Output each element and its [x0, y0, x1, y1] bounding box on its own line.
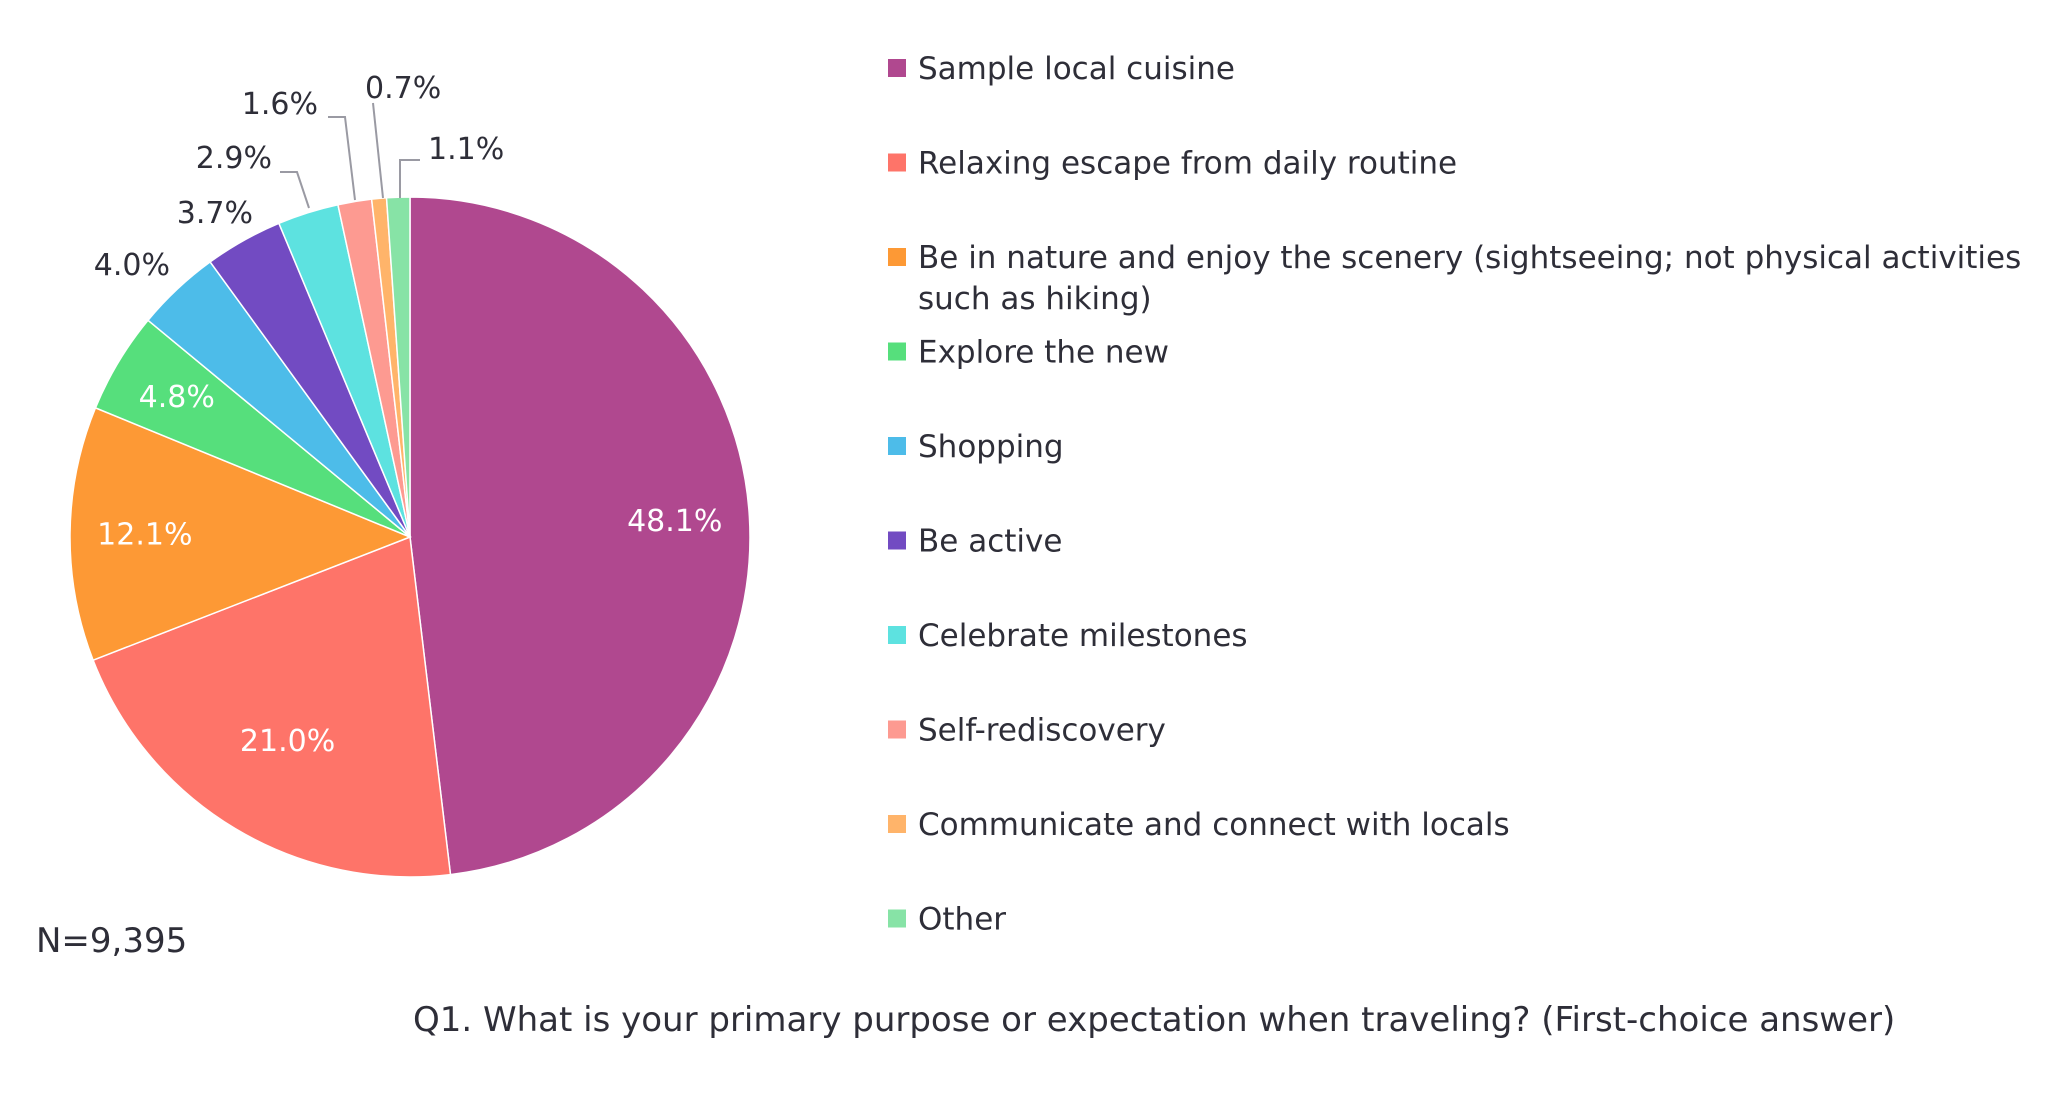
legend-item-be-active: Be active — [888, 524, 1062, 560]
legend-swatch — [888, 342, 906, 361]
legend-label: Explore the new — [918, 335, 1169, 371]
legend-item-celebrate-milestones: Celebrate milestones — [888, 618, 1248, 654]
legend-swatch — [888, 153, 906, 172]
question-caption: Q1. What is your primary purpose or expe… — [413, 1000, 1895, 1040]
legend-label: Shopping — [918, 429, 1064, 465]
pie-slice-sample-local-cuisine — [409, 196, 751, 876]
pie-slice-be-in-nature-and-enjoy-the-scenery-sight — [69, 406, 413, 662]
slice-label-sample-local-cuisine: 48.1% — [627, 504, 722, 539]
legend-swatch — [888, 531, 906, 550]
leader-line-celebrate-milestones — [280, 171, 310, 209]
leader-line-self-rediscovery — [328, 116, 356, 201]
legend-label: Relaxing escape from daily routine — [918, 146, 1457, 182]
legend-label: Sample local cuisine — [918, 51, 1235, 87]
legend-item-communicate-and-connect-with-locals: Communicate and connect with locals — [888, 807, 1510, 843]
legend-label: Other — [918, 902, 1006, 938]
legend-swatch — [888, 59, 906, 77]
leader-line-other — [399, 159, 420, 198]
legend-label-line: Be in nature and enjoy the scenery (sigh… — [918, 240, 2021, 276]
legend-label-line: such as hiking) — [918, 281, 1152, 317]
legend-swatch — [888, 720, 906, 739]
legend-item-relaxing-escape-from-daily-routine: Relaxing escape from daily routine — [888, 146, 1457, 182]
leader-line-communicate-and-connect-with-locals — [372, 102, 384, 199]
legend-item-other: Other — [888, 902, 1006, 938]
slice-label-be-active: 3.7% — [177, 196, 253, 231]
legend-item-self-rediscovery: Self-rediscovery — [888, 713, 1166, 749]
legend-swatch — [888, 248, 906, 266]
legend-label: Self-rediscovery — [918, 713, 1166, 749]
slice-label-shopping: 4.0% — [94, 248, 170, 283]
legend-swatch — [888, 626, 906, 644]
legend-item-sample-local-cuisine: Sample local cuisine — [888, 51, 1235, 87]
slice-label-self-rediscovery: 1.6% — [242, 87, 318, 122]
legend-label: Be active — [918, 524, 1062, 560]
legend-swatch — [888, 815, 906, 833]
leader-lines — [280, 102, 420, 209]
slice-label-communicate-and-connect-with-locals: 0.7% — [365, 71, 441, 106]
pie-slice-relaxing-escape-from-daily-routine — [92, 535, 452, 878]
legend-item-explore-the-new: Explore the new — [888, 335, 1169, 371]
legend-label: Be in nature and enjoy the scenery (sigh… — [918, 240, 2021, 317]
slice-label-explore-the-new: 4.8% — [139, 380, 215, 415]
slice-labels: 48.1% 21.0% 12.1% 4.8% 4.0%3.7% 2.9% 1.6% 0.7% 1… — [94, 71, 723, 759]
legend-item-shopping: Shopping — [888, 429, 1064, 465]
slice-label-be-in-nature-and-enjoy-the-scenery-sight: 12.1% — [97, 518, 192, 553]
slice-label-other: 1.1% — [428, 132, 504, 167]
legend-swatch — [888, 437, 906, 455]
legend-item-be-in-nature-and-enjoy-the-scenery-sight: Be in nature and enjoy the scenery (sigh… — [888, 240, 2021, 317]
sample-size-note: N=9,395 — [36, 921, 187, 961]
legend: Sample local cuisine Relaxing escape from… — [888, 51, 2021, 938]
slice-label-celebrate-milestones: 2.9% — [196, 141, 272, 176]
legend-label: Celebrate milestones — [918, 618, 1248, 654]
pie-slices — [69, 196, 751, 878]
slice-label-relaxing-escape-from-daily-routine: 21.0% — [240, 724, 335, 759]
legend-swatch — [888, 909, 906, 928]
pie-slice-other — [385, 196, 411, 538]
legend-label: Communicate and connect with locals — [918, 807, 1510, 843]
